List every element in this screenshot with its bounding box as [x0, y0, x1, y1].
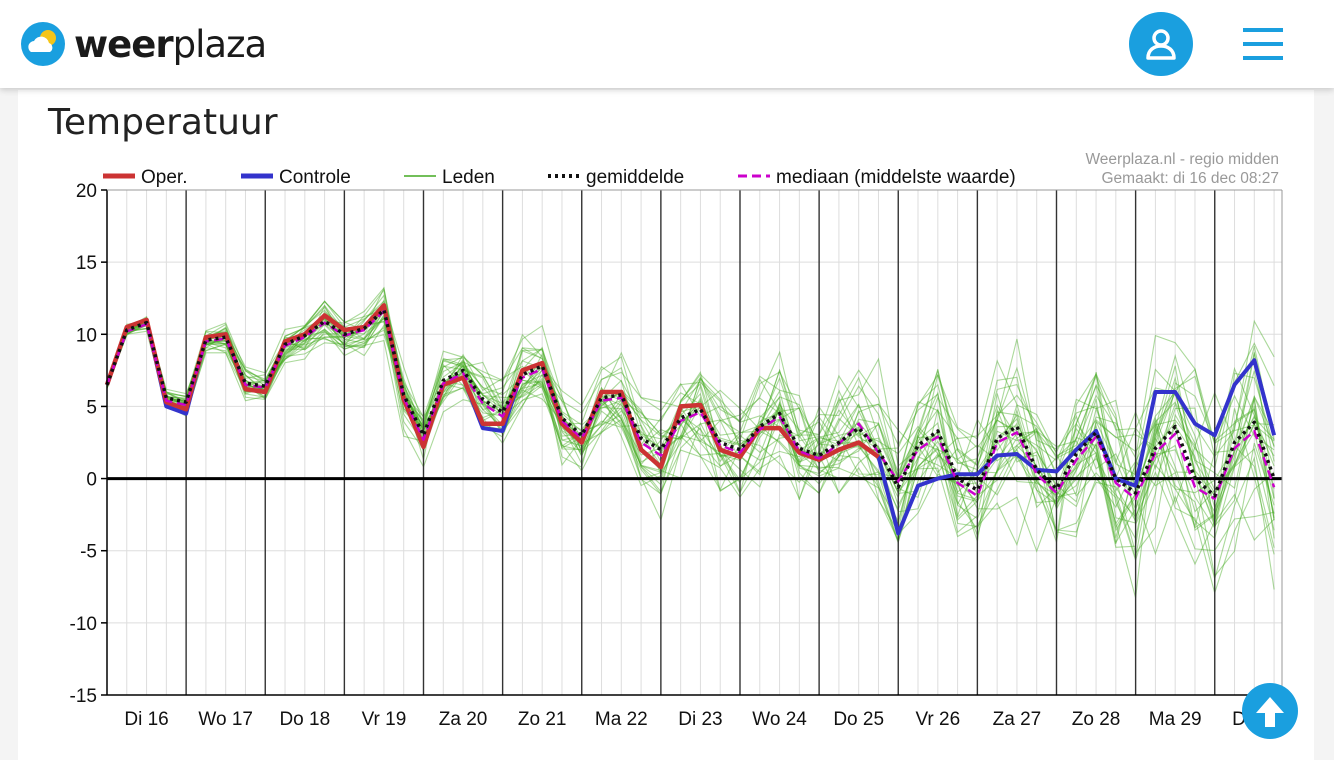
x-tick-label: Ma 22 [595, 709, 648, 730]
x-tick-label: Vr 26 [915, 709, 960, 730]
ensemble-member-line [106, 317, 1275, 543]
x-tick-label: Di 16 [124, 709, 168, 730]
y-tick-label: 5 [86, 397, 97, 418]
y-tick-label: -5 [80, 542, 97, 563]
menu-button[interactable] [1241, 26, 1285, 62]
x-tick-label: Wo 17 [198, 709, 253, 730]
x-tick-label: Zo 28 [1072, 709, 1121, 730]
y-tick-label: -15 [70, 686, 97, 707]
x-tick-label: Do 18 [279, 709, 330, 730]
user-icon [1146, 29, 1176, 60]
x-tick-label: Zo 21 [518, 709, 567, 730]
ensemble-member-line [106, 306, 1275, 514]
logo-text-bold: weer [74, 22, 174, 66]
ensemble-member-line [106, 300, 1275, 495]
chart-source-text: Weerplaza.nl - regio midden [1085, 151, 1279, 168]
ensemble-member-line [106, 319, 1275, 541]
x-tick-label: Wo 24 [752, 709, 807, 730]
ensemble-member-line [106, 309, 1275, 532]
chart-made-text: Gemaakt: di 16 dec 08:27 [1101, 170, 1279, 187]
legend-label: Controle [279, 167, 351, 188]
hamburger-menu-icon [1243, 28, 1283, 60]
top-bar: weerplaza [0, 0, 1334, 88]
ensemble-member-line [106, 317, 1275, 566]
x-tick-label: Vr 19 [362, 709, 407, 730]
y-tick-label: 15 [76, 253, 97, 274]
ensemble-member-line [106, 316, 1275, 590]
ensemble-member-line [106, 288, 1275, 501]
x-tick-label: Za 20 [439, 709, 488, 730]
ensemble-member-line [106, 304, 1275, 547]
y-tick-label: -10 [70, 614, 97, 635]
ensemble-member-line [106, 310, 1275, 595]
section-title: Temperatuur [48, 102, 278, 143]
x-tick-label: Za 27 [993, 709, 1042, 730]
ensemble-member-line [106, 303, 1275, 578]
ensemble-member-line [106, 319, 1275, 529]
ensemble-member-line [106, 294, 1275, 548]
x-tick-label: Ma 29 [1149, 709, 1202, 730]
legend-label: mediaan (middelste waarde) [776, 167, 1016, 188]
arrow-up-icon [1256, 697, 1284, 727]
legend-label: Oper. [141, 167, 187, 188]
y-tick-label: 0 [86, 470, 97, 491]
ensemble-member-line [106, 300, 1275, 545]
series-line-mediaan [105, 309, 1276, 501]
logo-text-light: plaza [172, 22, 268, 66]
series-line-gemiddelde [105, 308, 1276, 498]
legend-label: Leden [442, 167, 495, 188]
x-tick-label: Do 25 [833, 709, 884, 730]
account-button[interactable] [1129, 12, 1193, 76]
ensemble-member-line [106, 301, 1275, 555]
weerplaza-logo[interactable]: weerplaza [20, 20, 268, 68]
logo-text: weerplaza [74, 22, 268, 66]
x-tick-label: Di 23 [678, 709, 722, 730]
ensemble-member-line [106, 317, 1275, 540]
scroll-top-button[interactable] [1242, 683, 1298, 739]
ensemble-member-line [106, 311, 1275, 599]
ensemble-member-line [106, 319, 1275, 563]
y-tick-label: 10 [76, 325, 97, 346]
legend-label: gemiddelde [586, 167, 684, 188]
cloud-sun-icon [21, 22, 65, 66]
ensemble-member-line [106, 306, 1275, 542]
y-tick-label: 20 [76, 181, 97, 202]
